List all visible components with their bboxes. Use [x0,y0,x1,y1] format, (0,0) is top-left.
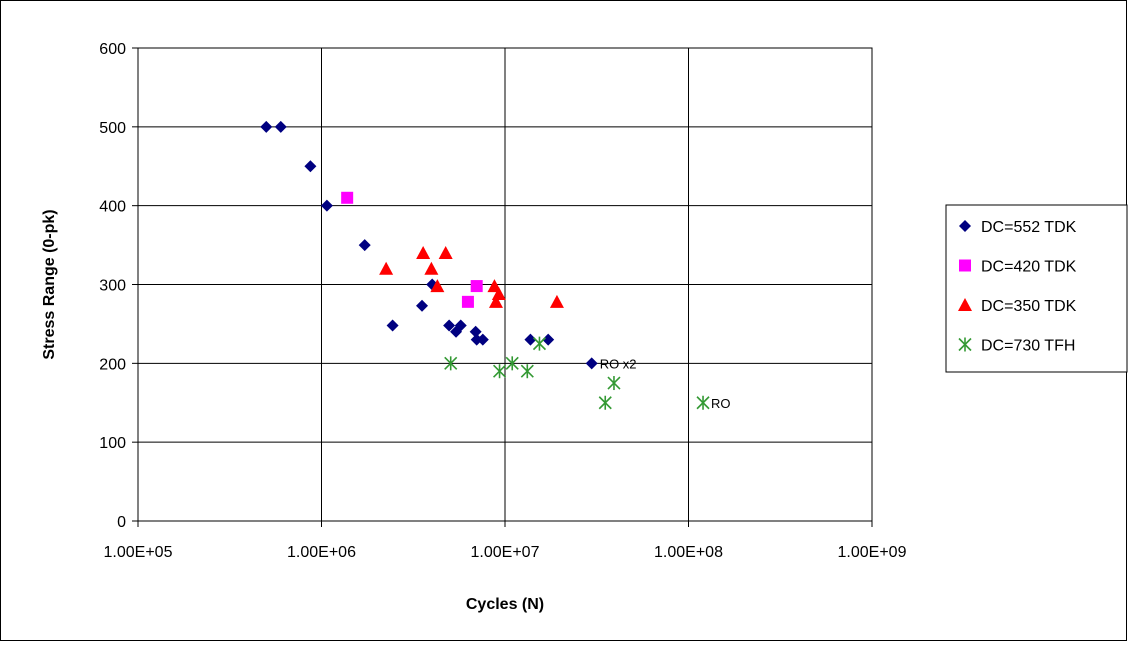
y-tick-label: 0 [117,514,126,531]
data-point [470,280,483,293]
data-point [598,395,612,410]
legend: DC=552 TDK DC=420 TDK DC=350 TDK DC=730 TFH [945,204,1128,373]
data-point [607,376,621,391]
data-point [696,395,710,410]
y-tick-label: 600 [99,41,126,58]
data-point [430,279,445,293]
legend-item-3: DC=350 TDK [958,298,1077,315]
axis-ticks: 0 100 200 300 400 500 600 1.00E+05 1.00E+06 1.00E… [99,41,906,561]
data-point [542,333,555,346]
x-tick-label: 1.00E+05 [104,544,173,561]
data-point [549,294,564,308]
data-point [444,356,458,371]
data-point [454,319,467,332]
legend-item-2: DC=420 TDK [959,259,1077,276]
series-2-markers [341,191,483,308]
data-point [524,333,537,346]
data-point [492,364,507,379]
legend-marker [958,337,972,352]
data-point [505,356,519,371]
data-point [585,357,598,370]
data-point [532,336,547,351]
data-point [488,294,503,308]
series-3-markers [379,245,564,308]
series-4-markers [444,336,710,410]
data-point [438,245,453,259]
series-1-markers [260,120,598,370]
annotation-label: RO x2 [600,356,637,371]
legend-marker [959,220,971,232]
legend-item-1: DC=552 TDK [959,219,1077,236]
data-point [386,319,399,332]
data-markers [260,120,710,410]
y-tick-label: 100 [99,435,126,452]
data-point [358,239,371,252]
legend-box [945,204,1128,373]
data-point [416,245,431,259]
data-point [274,120,287,133]
data-point [320,199,333,212]
data-point [443,319,456,332]
legend-label: DC=552 TDK [981,219,1077,236]
x-tick-label: 1.00E+09 [838,544,907,561]
legend-label: DC=730 TFH [981,338,1075,355]
data-point [461,295,474,308]
legend-item-4: DC=730 TFH [958,337,1075,355]
data-point [260,120,273,133]
x-tick-label: 1.00E+06 [287,544,356,561]
data-point [304,160,317,173]
annotation-label: RO [711,396,731,411]
data-point [424,261,439,275]
data-point [469,325,482,338]
legend-marker [959,259,971,272]
data-point [416,299,429,312]
data-point [520,364,534,379]
y-axis-label: Stress Range (0-pk) [41,209,58,359]
y-tick-label: 400 [99,199,126,216]
legend-marker [958,298,972,311]
data-point [470,333,483,346]
y-tick-label: 200 [99,356,126,373]
x-tick-label: 1.00E+08 [654,544,723,561]
data-point [341,191,354,204]
legend-label: DC=420 TDK [981,259,1077,276]
data-point [476,333,489,346]
y-tick-label: 300 [99,278,126,295]
legend-label: DC=350 TDK [981,298,1077,315]
data-point [379,261,394,275]
annotations: RO x2 RO [600,356,731,410]
grid-lines [137,47,873,522]
x-axis-label: Cycles (N) [466,596,544,613]
y-tick-label: 500 [99,120,126,137]
x-tick-label: 1.00E+07 [471,544,540,561]
